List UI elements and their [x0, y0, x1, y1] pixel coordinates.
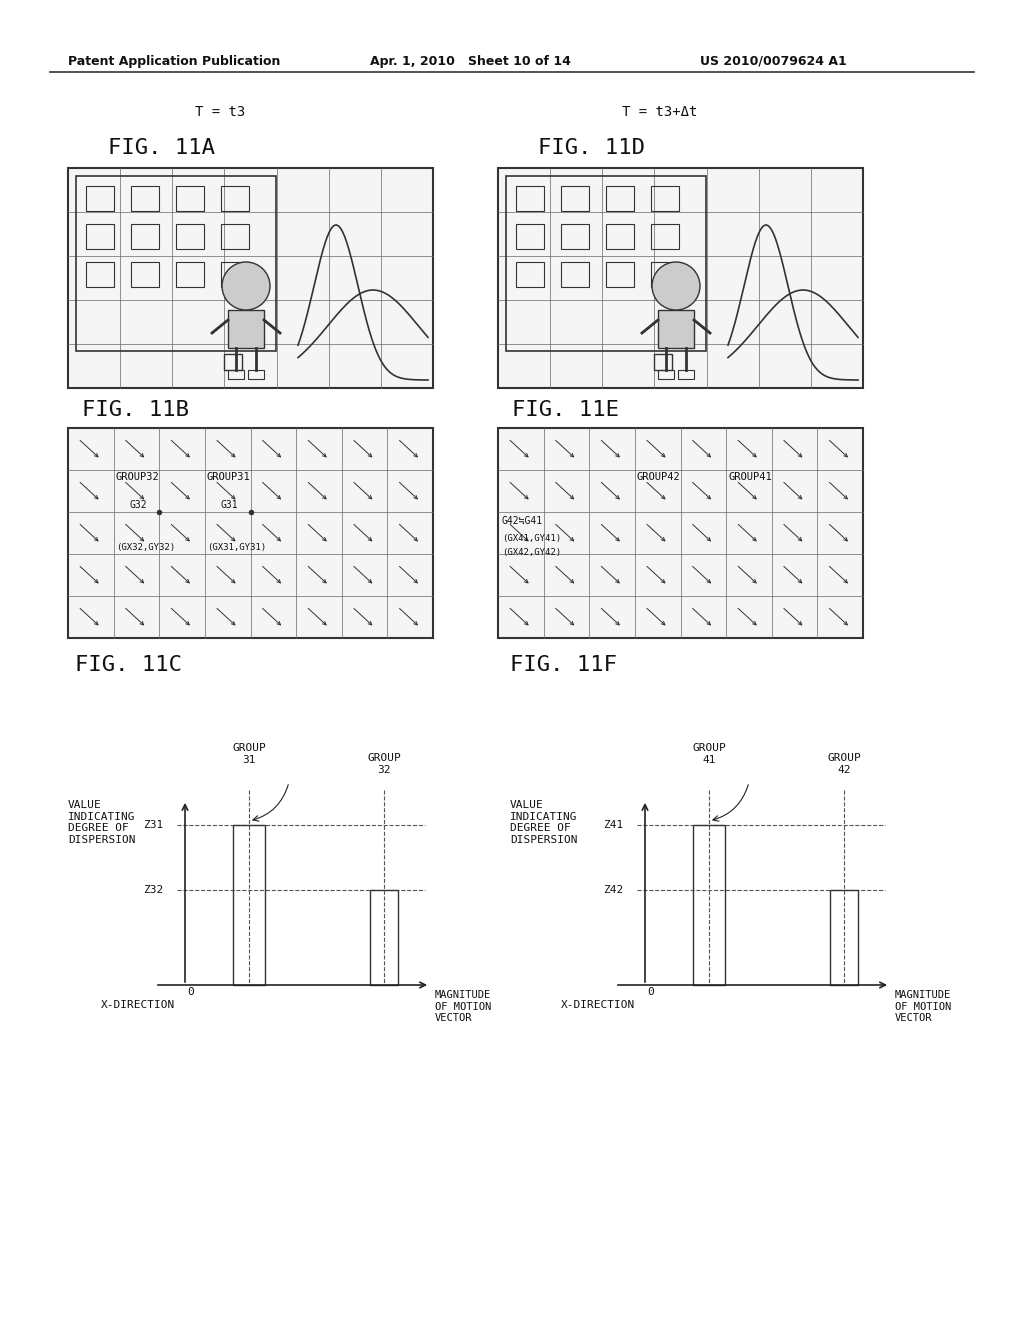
- Bar: [498, 168, 863, 388]
- Text: T = t3+Δt: T = t3+Δt: [623, 106, 697, 119]
- Text: GROUP32: GROUP32: [116, 473, 160, 482]
- Circle shape: [222, 261, 270, 310]
- Bar: [606, 224, 634, 249]
- Bar: [86, 261, 114, 286]
- Text: (GX31,GY31): (GX31,GY31): [207, 543, 266, 552]
- Bar: [248, 370, 264, 379]
- Text: G42≒G41: G42≒G41: [502, 516, 543, 525]
- Bar: [228, 310, 264, 348]
- Text: GROUP
41: GROUP 41: [692, 743, 726, 766]
- Bar: [224, 354, 242, 370]
- Bar: [516, 261, 544, 286]
- Text: FIG. 11F: FIG. 11F: [510, 655, 617, 675]
- Text: (GX42,GY42): (GX42,GY42): [502, 548, 561, 557]
- Bar: [678, 370, 694, 379]
- Text: Apr. 1, 2010   Sheet 10 of 14: Apr. 1, 2010 Sheet 10 of 14: [370, 55, 570, 69]
- Bar: [658, 310, 694, 348]
- Text: FIG. 11D: FIG. 11D: [538, 139, 645, 158]
- Text: Z41: Z41: [603, 820, 624, 830]
- Bar: [651, 186, 679, 211]
- Bar: [635, 470, 726, 554]
- Text: T = t3: T = t3: [195, 106, 245, 119]
- Text: G31: G31: [221, 500, 239, 510]
- Text: VALUE
INDICATING
DEGREE OF
DISPERSION: VALUE INDICATING DEGREE OF DISPERSION: [510, 800, 578, 845]
- Bar: [654, 354, 672, 370]
- Text: Z32: Z32: [143, 884, 163, 895]
- Bar: [176, 261, 204, 286]
- Bar: [233, 825, 265, 985]
- Bar: [561, 224, 589, 249]
- Bar: [606, 186, 634, 211]
- Circle shape: [652, 261, 700, 310]
- Text: GROUP
32: GROUP 32: [368, 754, 400, 775]
- Text: (GX32,GY32): (GX32,GY32): [116, 543, 175, 552]
- Text: Z42: Z42: [603, 884, 624, 895]
- Bar: [561, 186, 589, 211]
- Text: Z31: Z31: [143, 820, 163, 830]
- Text: GROUP42: GROUP42: [637, 473, 681, 482]
- Text: FIG. 11A: FIG. 11A: [108, 139, 215, 158]
- Bar: [370, 890, 398, 985]
- Bar: [205, 470, 296, 554]
- Bar: [131, 261, 159, 286]
- Text: (GX41,GY41): (GX41,GY41): [502, 535, 561, 543]
- Text: 0: 0: [647, 987, 653, 997]
- Bar: [830, 890, 858, 985]
- Text: GROUP31: GROUP31: [207, 473, 251, 482]
- Text: FIG. 11B: FIG. 11B: [82, 400, 189, 420]
- Bar: [176, 224, 204, 249]
- Text: VALUE
INDICATING
DEGREE OF
DISPERSION: VALUE INDICATING DEGREE OF DISPERSION: [68, 800, 135, 845]
- Bar: [516, 224, 544, 249]
- Bar: [506, 176, 706, 351]
- Bar: [498, 428, 863, 638]
- Bar: [68, 428, 433, 638]
- Bar: [131, 186, 159, 211]
- Bar: [86, 186, 114, 211]
- Bar: [131, 224, 159, 249]
- Bar: [516, 186, 544, 211]
- Text: US 2010/0079624 A1: US 2010/0079624 A1: [700, 55, 847, 69]
- Text: MAGNITUDE
OF MOTION
VECTOR: MAGNITUDE OF MOTION VECTOR: [435, 990, 492, 1023]
- Text: MAGNITUDE
OF MOTION
VECTOR: MAGNITUDE OF MOTION VECTOR: [895, 990, 951, 1023]
- Text: 0: 0: [187, 987, 194, 997]
- Bar: [498, 512, 635, 597]
- Bar: [606, 261, 634, 286]
- Text: X-DIRECTION: X-DIRECTION: [100, 1001, 175, 1010]
- Bar: [221, 224, 249, 249]
- Bar: [651, 261, 679, 286]
- Text: FIG. 11C: FIG. 11C: [75, 655, 182, 675]
- Bar: [693, 825, 725, 985]
- Bar: [651, 224, 679, 249]
- Text: GROUP
42: GROUP 42: [827, 754, 861, 775]
- Text: FIG. 11E: FIG. 11E: [512, 400, 618, 420]
- Bar: [86, 224, 114, 249]
- Bar: [221, 186, 249, 211]
- Bar: [68, 168, 433, 388]
- Bar: [76, 176, 276, 351]
- Bar: [658, 370, 674, 379]
- Text: GROUP
31: GROUP 31: [232, 743, 266, 766]
- Bar: [221, 261, 249, 286]
- Text: GROUP41: GROUP41: [728, 473, 772, 482]
- Text: G32: G32: [130, 500, 147, 510]
- Bar: [561, 261, 589, 286]
- Text: X-DIRECTION: X-DIRECTION: [561, 1001, 635, 1010]
- Bar: [228, 370, 244, 379]
- Bar: [114, 470, 205, 554]
- Bar: [176, 186, 204, 211]
- Text: Patent Application Publication: Patent Application Publication: [68, 55, 281, 69]
